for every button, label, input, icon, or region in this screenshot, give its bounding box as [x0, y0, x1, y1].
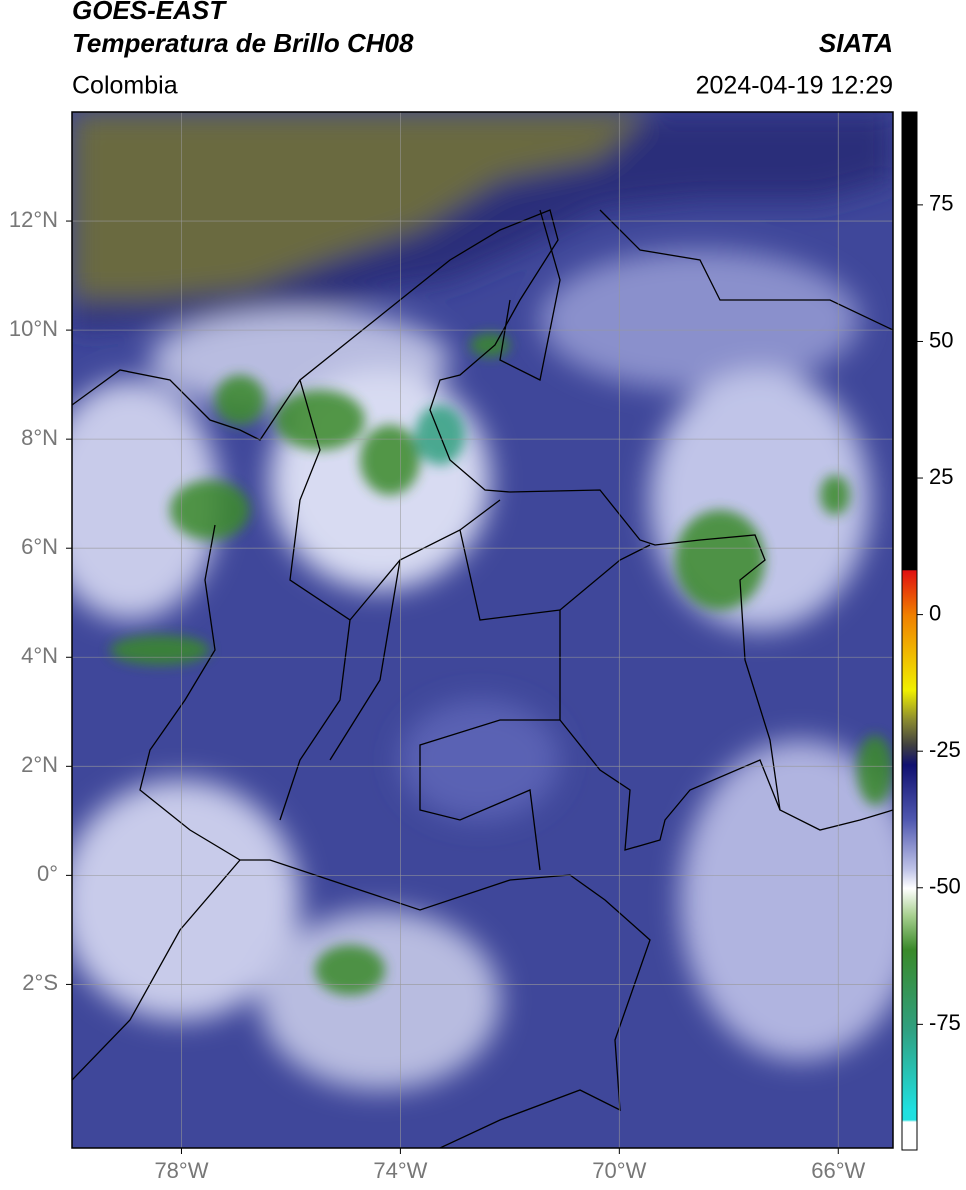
lon-tick-label: 78°W [154, 1158, 208, 1183]
title: GOES-EAST [72, 0, 227, 25]
region: Colombia [72, 72, 178, 100]
colorbar-tick-label: -50 [929, 874, 961, 899]
lat-tick-label: 2°S [22, 970, 58, 995]
colorbar-tick-label: 75 [929, 191, 953, 216]
lat-tick-label: 2°N [21, 752, 58, 777]
lon-tick-label: 74°W [373, 1158, 427, 1183]
lat-tick-label: 4°N [21, 643, 58, 668]
source: SIATA [819, 28, 893, 58]
lon-tick-label: 66°W [811, 1158, 865, 1183]
lat-tick-label: 0° [37, 861, 58, 886]
colorbar-tick-label: 50 [929, 327, 953, 352]
lat-tick-label: 12°N [9, 207, 58, 232]
colorbar-tick-label: 25 [929, 464, 953, 489]
colorbar-tick-label: 0 [929, 600, 941, 625]
colorbar [901, 111, 918, 1151]
lat-tick-label: 8°N [21, 425, 58, 450]
subtitle: Temperatura de Brillo CH08 [72, 28, 414, 58]
lat-tick-label: 6°N [21, 534, 58, 559]
lon-tick-label: 70°W [592, 1158, 646, 1183]
datetime: 2024-04-19 12:29 [696, 72, 893, 100]
colorbar-tick-label: -75 [929, 1010, 961, 1035]
grid [72, 112, 893, 1148]
colorbar-tick-label: -25 [929, 737, 961, 762]
map-frame [71, 111, 894, 1149]
satellite-image [72, 112, 893, 1148]
lat-tick-label: 10°N [9, 316, 58, 341]
